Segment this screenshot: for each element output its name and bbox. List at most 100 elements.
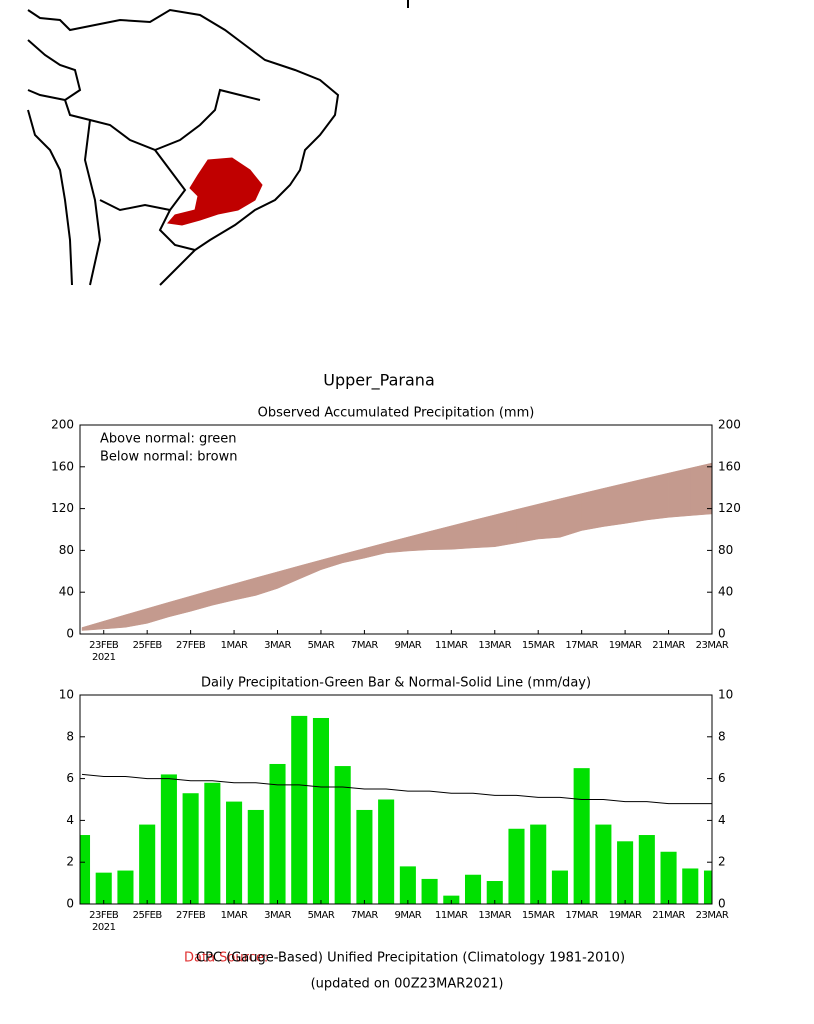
borders — [27, 39, 261, 286]
bar — [486, 881, 503, 904]
x-tick-label: 11MAR — [435, 910, 468, 921]
y-tick-label: 200 — [51, 418, 74, 432]
x-tick-label: 25FEB — [133, 640, 163, 651]
y-tick-label: 160 — [51, 459, 74, 473]
band-segment — [385, 536, 409, 554]
y2-tick-label: 4 — [718, 813, 726, 827]
bar — [312, 717, 330, 904]
x-tick-label: 27FEB — [176, 640, 206, 651]
x-tick-label: 17MAR — [565, 640, 598, 651]
x-tick-label: 27FEB — [176, 910, 206, 921]
bar — [660, 851, 677, 904]
x-tick-label: 23FEB — [89, 910, 119, 921]
y-tick-label: 2 — [66, 855, 74, 869]
x-tick-label: 3MAR — [264, 910, 291, 921]
y2-tick-label: 40 — [718, 585, 733, 599]
y-tick-label: 80 — [59, 543, 74, 557]
annotation: Above normal: green — [100, 432, 237, 447]
y2-tick-label: 0 — [718, 897, 726, 911]
bar — [204, 782, 221, 904]
bar — [95, 872, 112, 904]
y2-tick-label: 160 — [718, 459, 741, 473]
plot-frame — [79, 694, 713, 905]
band-segment — [190, 589, 213, 612]
y-tick-label: 4 — [66, 813, 74, 827]
band-segment — [277, 565, 300, 589]
bar — [530, 824, 547, 904]
y-tick-label: 8 — [66, 729, 74, 743]
x-tick-label: 13MAR — [478, 640, 511, 651]
bar — [117, 870, 134, 904]
band-segment — [624, 477, 648, 524]
band-segment — [581, 488, 604, 531]
band-segment — [320, 553, 343, 571]
source-label: Data Source: — [184, 951, 268, 966]
band-segment — [212, 583, 235, 606]
band-segment — [646, 472, 669, 521]
y2-tick-label: 10 — [718, 688, 733, 702]
band-segment — [364, 542, 387, 559]
source: CPC (Gauge-Based) Unified Precipitation … — [196, 951, 625, 966]
bar — [378, 799, 395, 904]
band-segment — [472, 514, 496, 549]
bar — [703, 870, 712, 904]
x-tick-label: 15MAR — [522, 640, 555, 651]
band-segment — [537, 498, 561, 540]
year-label: 2021 — [92, 922, 116, 933]
band-segment — [168, 595, 191, 618]
x-tick-label: 23MAR — [696, 640, 729, 651]
bar — [573, 768, 590, 904]
y-tick-label: 120 — [51, 501, 74, 515]
band-segment — [668, 467, 691, 518]
bar — [80, 835, 91, 904]
bar — [247, 809, 264, 904]
page-title: Upper_Parana — [323, 371, 435, 391]
x-tick-label: 19MAR — [609, 910, 642, 921]
x-tick-label: 23FEB — [89, 640, 119, 651]
y-tick-label: 6 — [66, 771, 74, 785]
updated: (updated on 00Z23MAR2021) — [311, 977, 504, 992]
y2-tick-label: 2 — [718, 855, 726, 869]
band-segment — [103, 614, 126, 630]
y-tick-label: 0 — [66, 897, 74, 911]
x-tick-label: 7MAR — [351, 640, 378, 651]
y-tick-label: 0 — [66, 627, 74, 641]
x-tick-label: 9MAR — [394, 910, 421, 921]
plot — [81, 462, 712, 631]
x-tick-label: 5MAR — [308, 910, 335, 921]
y-tick-label: 40 — [59, 585, 74, 599]
x-tick-label: 9MAR — [394, 640, 421, 651]
y-tick-label: 10 — [59, 688, 74, 702]
map — [27, 0, 409, 286]
x-tick-label: 1MAR — [221, 910, 248, 921]
band-segment — [298, 559, 322, 580]
band-segment — [146, 601, 170, 624]
band-segment — [407, 531, 430, 552]
x-tick-label: 19MAR — [609, 640, 642, 651]
chart-title: Observed Accumulated Precipitation (mm) — [258, 406, 535, 421]
y2-tick-label: 200 — [718, 418, 741, 432]
x-tick-label: 25FEB — [133, 910, 163, 921]
x-tick-label: 3MAR — [264, 640, 291, 651]
bar — [334, 766, 351, 904]
y2-tick-label: 120 — [718, 501, 741, 515]
bar — [551, 870, 568, 904]
x-tick-label: 23MAR — [696, 910, 729, 921]
bar — [356, 809, 373, 904]
x-tick-label: 15MAR — [522, 910, 555, 921]
band-segment — [559, 493, 582, 538]
y2-tick-label: 0 — [718, 627, 726, 641]
annotation: Below normal: brown — [100, 450, 237, 465]
x-tick-label: 5MAR — [308, 640, 335, 651]
band-segment — [81, 620, 104, 631]
bar — [508, 828, 525, 904]
bar — [595, 824, 612, 904]
band-segment — [429, 525, 452, 551]
y2-tick-label: 80 — [718, 543, 733, 557]
basin — [167, 157, 263, 226]
bar — [139, 824, 156, 904]
year-label: 2021 — [92, 652, 116, 663]
x-tick-label: 21MAR — [652, 910, 685, 921]
coastline — [27, 8, 340, 286]
